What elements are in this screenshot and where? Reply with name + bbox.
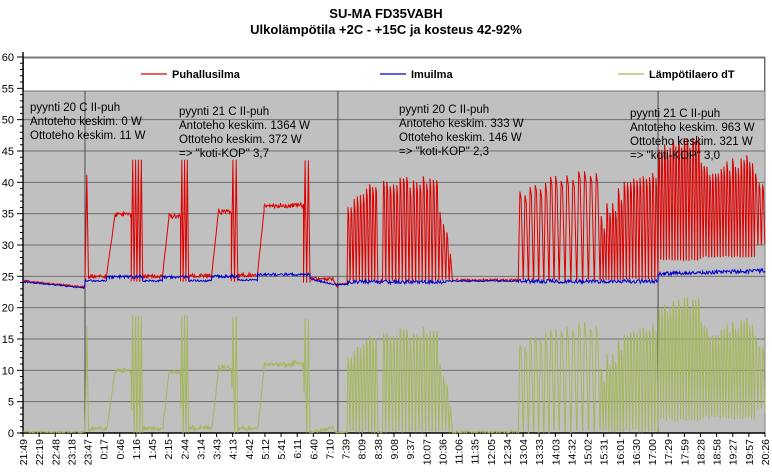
x-tick-label: 0:17	[99, 439, 111, 460]
x-tick-label: 13:33	[534, 439, 546, 465]
x-tick-label: 14:32	[566, 439, 578, 465]
y-tick-label: 25	[2, 271, 14, 283]
annotation-section-4: pyynti 21 C II-puh Antoteho keskim. 963 W…	[630, 107, 755, 163]
x-tick-label: 3:43	[212, 439, 224, 460]
x-tick-label: 18:58	[712, 439, 724, 465]
x-tick-label: 20:26	[760, 439, 772, 465]
x-tick-label: 6:40	[308, 439, 320, 460]
annotation-line: Ottoteho keskim. 11 W	[30, 130, 146, 142]
annotation-line: => "koti-KOP" 3,7	[179, 148, 269, 160]
chart-title: SU-MA FD35VABH	[329, 6, 443, 21]
annotation-line: Antoteho keskim. 333 W	[399, 118, 524, 130]
annotation-line: pyynti 20 C II-puh	[399, 104, 490, 116]
x-tick-label: 16:01	[615, 439, 627, 465]
x-tick-label: 9:37	[405, 439, 417, 460]
x-tick-label: 4:13	[228, 439, 240, 460]
annotation-section-1: pyynti 20 C II-puh Antoteho keskim. 0 W Ot…	[30, 101, 145, 143]
legend-label: Puhallusilma	[172, 69, 241, 81]
x-tick-label: 22:48	[50, 439, 62, 465]
x-tick-label: 7:39	[341, 439, 353, 460]
x-tick-label: 17:29	[663, 439, 675, 465]
y-tick-label: 50	[2, 115, 14, 127]
x-tick-label: 12:34	[502, 439, 514, 465]
annotation-line: Ottoteho keskim. 321 W	[630, 136, 753, 148]
y-tick-label: 0	[8, 428, 14, 440]
y-tick-label: 55	[2, 83, 14, 95]
x-tick-label: 22:19	[34, 439, 46, 465]
annotation-section-2: pyynti 21 C II-puh Antoteho keskim. 1364 …	[179, 105, 310, 161]
x-tick-label: 9:08	[389, 439, 401, 460]
x-tick-label: 13:04	[518, 439, 530, 465]
annotation-line: Antoteho keskim. 1364 W	[179, 120, 311, 132]
x-tick-label: 8:09	[357, 439, 369, 460]
x-tick-label: 2:44	[179, 439, 191, 460]
x-tick-label: 11:06	[454, 439, 466, 465]
legend-label: Lämpötilaero dT	[649, 69, 735, 81]
x-tick-label: 16:30	[631, 439, 643, 465]
x-tick-label: 4:42	[244, 439, 256, 460]
y-tick-label: 15	[2, 334, 14, 346]
y-tick-label: 5	[8, 397, 14, 409]
annotation-line: Antoteho keskim. 963 W	[630, 122, 755, 134]
annotation-line: => "koti-KOP" 3,0	[630, 150, 720, 162]
chart-subtitle: Ulkolämpötila +2C - +15C ja kosteus 42-9…	[250, 22, 522, 37]
x-tick-label: 19:27	[728, 439, 740, 465]
y-tick-label: 40	[2, 177, 14, 189]
x-tick-label: 23:18	[66, 439, 78, 465]
annotation-section-3: pyynti 20 C II-puh Antoteho keskim. 333 W…	[399, 103, 524, 159]
x-tick-label: 2:15	[163, 439, 175, 460]
x-tick-label: 8:38	[373, 439, 385, 460]
x-tick-label: 5:12	[260, 439, 272, 460]
annotation-line: => "koti-KOP" 2,3	[399, 146, 489, 158]
x-tick-label: 10:07	[421, 439, 433, 465]
legend-label: Imuilma	[411, 69, 453, 81]
y-tick-label: 35	[2, 209, 14, 221]
x-tick-label: 17:00	[647, 439, 659, 465]
annotation-line: Antoteho keskim. 0 W	[30, 116, 142, 128]
x-tick-label: 17:59	[679, 439, 691, 465]
x-tick-label: 21:49	[18, 439, 30, 465]
annotation-line: Ottoteho keskim. 372 W	[179, 134, 302, 146]
x-tick-label: 10:36	[437, 439, 449, 465]
series-puhallusilma	[22, 136, 766, 289]
y-tick-label: 30	[2, 240, 14, 252]
x-tick-label: 19:57	[744, 439, 756, 465]
series-imuilma	[22, 267, 766, 290]
x-tick-label: 15:31	[599, 439, 611, 465]
x-tick-label: 18:28	[695, 439, 707, 465]
x-tick-label: 12:05	[486, 439, 498, 465]
x-tick-label: 11:35	[470, 439, 482, 465]
x-tick-label: 5:41	[276, 439, 288, 460]
x-tick-label: 14:03	[550, 439, 562, 465]
x-tick-label: 7:10	[324, 439, 336, 460]
x-tick-label: 6:11	[292, 439, 304, 459]
y-tick-label: 60	[2, 52, 14, 64]
y-tick-label: 45	[2, 146, 14, 158]
x-tick-label: 1:45	[147, 439, 159, 460]
annotation-line: Ottoteho keskim. 146 W	[399, 132, 522, 144]
x-tick-label: 3:14	[195, 439, 207, 460]
annotation-line: pyynti 21 C II-puh	[179, 106, 270, 118]
x-tick-label: 15:02	[583, 439, 595, 465]
y-tick-label: 10	[2, 365, 14, 377]
series-lämpötilaero-dt	[22, 297, 766, 435]
annotation-line: pyynti 20 C II-puh	[30, 102, 121, 114]
x-tick-label: 23:47	[83, 439, 95, 465]
x-tick-label: 1:16	[131, 439, 143, 460]
x-tick-label: 0:46	[115, 439, 127, 460]
annotation-line: pyynti 21 C II-puh	[630, 108, 721, 120]
y-tick-label: 20	[2, 303, 14, 315]
